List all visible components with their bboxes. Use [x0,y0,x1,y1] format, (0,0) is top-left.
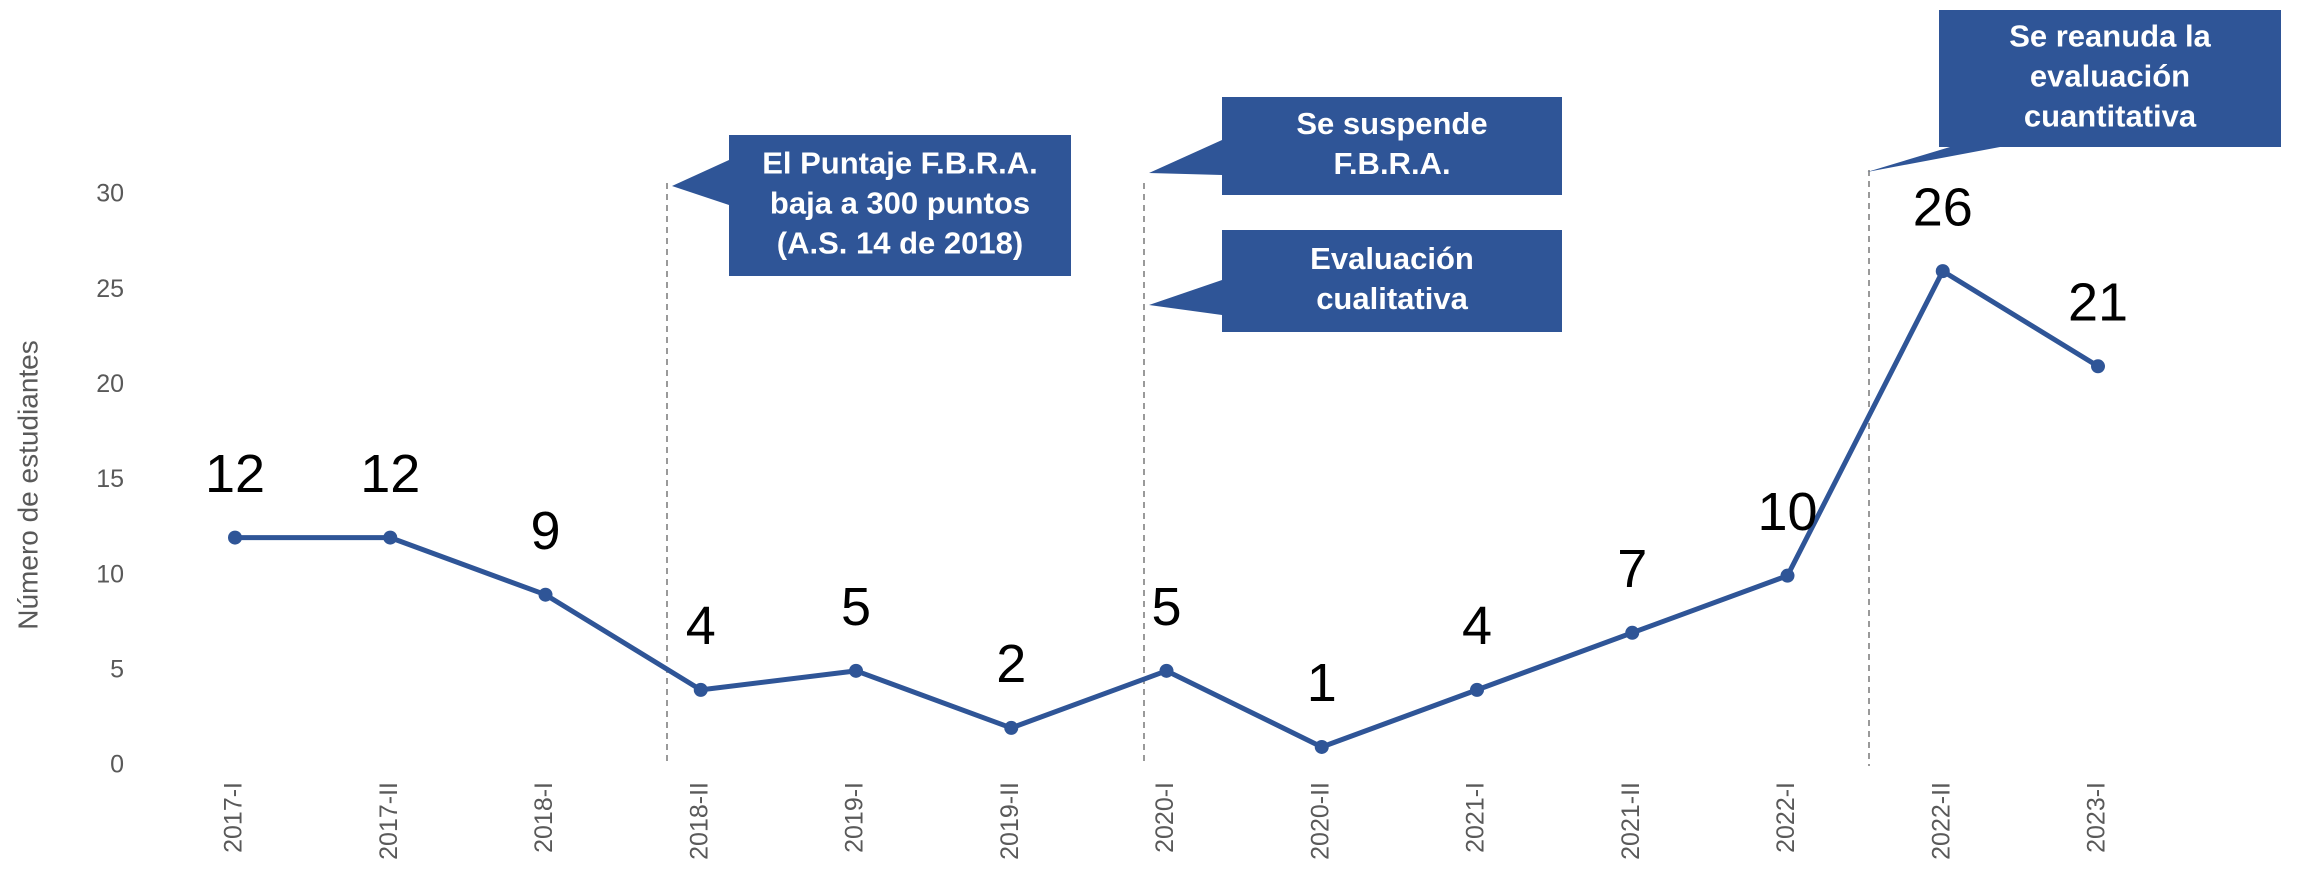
x-tick-label: 2019-I [841,782,869,853]
x-tick-label: 2020-II [1306,782,1334,860]
callout-text: El Puntaje F.B.R.A. [762,146,1038,181]
data-label: 10 [1757,482,1817,542]
data-label: 12 [205,444,265,504]
point [1004,720,1019,735]
y-tick-label: 5 [110,655,124,683]
callout-box [1222,230,1562,332]
callout-text: cuantitativa [2024,99,2197,134]
callout: Se suspende F.B.R.A. [1149,97,1562,195]
y-axis-label: Número de estudiantes [12,340,43,630]
point [849,663,863,678]
x-tick-label: 2017-II [375,782,403,860]
data-label: 9 [530,501,560,561]
point [693,682,708,697]
x-tick-label: 2021-II [1617,782,1645,860]
x-tick-label: 2021-I [1462,782,1490,853]
callout-box [1222,97,1562,195]
point [538,587,553,602]
callout-text: Se reanuda la [2009,19,2211,54]
callout-text: cualitativa [1316,281,1468,316]
x-tick-label: 2017-I [220,782,248,853]
callout-pointer [672,160,729,205]
callout-pointer [1149,140,1222,175]
x-tick-label: 2020-I [1151,782,1179,853]
callout-text: Evaluación [1310,241,1474,276]
callout-text: F.B.R.A. [1333,146,1450,181]
point [1935,264,1950,279]
data-label: 5 [1151,577,1181,637]
data-label: 4 [686,596,716,656]
y-tick-label: 15 [96,465,124,493]
point [228,530,242,545]
data-label: 12 [360,444,420,504]
y-tick-label: 0 [110,751,124,779]
callout: Se reanuda la evaluación cuantitativa [1867,10,2281,172]
callout-box [1939,10,2281,147]
data-label: 7 [1617,539,1647,599]
data-label: 5 [841,577,871,637]
callout-text: Se suspende [1296,106,1487,141]
data-label: 26 [1913,177,1973,237]
point [1314,739,1329,754]
y-tick-label: 30 [96,180,124,208]
x-tick-label: 2019-II [996,782,1024,860]
callout-text: evaluación [2030,59,2190,94]
point [1780,568,1795,583]
point [1470,682,1484,697]
callout-text: baja a 300 puntos [770,186,1030,221]
point [383,530,398,545]
x-tick-label: 2022-I [1772,782,1800,853]
point [1625,625,1640,640]
x-tick-label: 2018-I [530,782,558,853]
callout-pointer [1867,147,2000,172]
x-tick-label: 2018-II [685,782,713,860]
y-tick-label: 10 [96,560,124,588]
point [1159,663,1174,678]
callout: El Puntaje F.B.R.A. baja a 300 puntos (A.S… [672,135,1071,276]
callout: Evaluación cualitativa [1149,230,1562,332]
data-label: 4 [1462,596,1492,656]
callout-text: (A.S. 14 de 2018) [777,226,1023,261]
y-tick-label: 20 [96,370,124,398]
callout-box [729,135,1071,276]
callout-pointer [1149,280,1222,315]
data-label: 1 [1307,653,1337,713]
x-tick-label: 2022-II [1927,782,1955,860]
x-tick-label: 2023-I [2083,782,2111,853]
point [2091,359,2105,374]
y-tick-label: 25 [96,275,124,303]
data-label: 2 [996,634,1026,694]
data-label: 21 [2068,273,2128,333]
